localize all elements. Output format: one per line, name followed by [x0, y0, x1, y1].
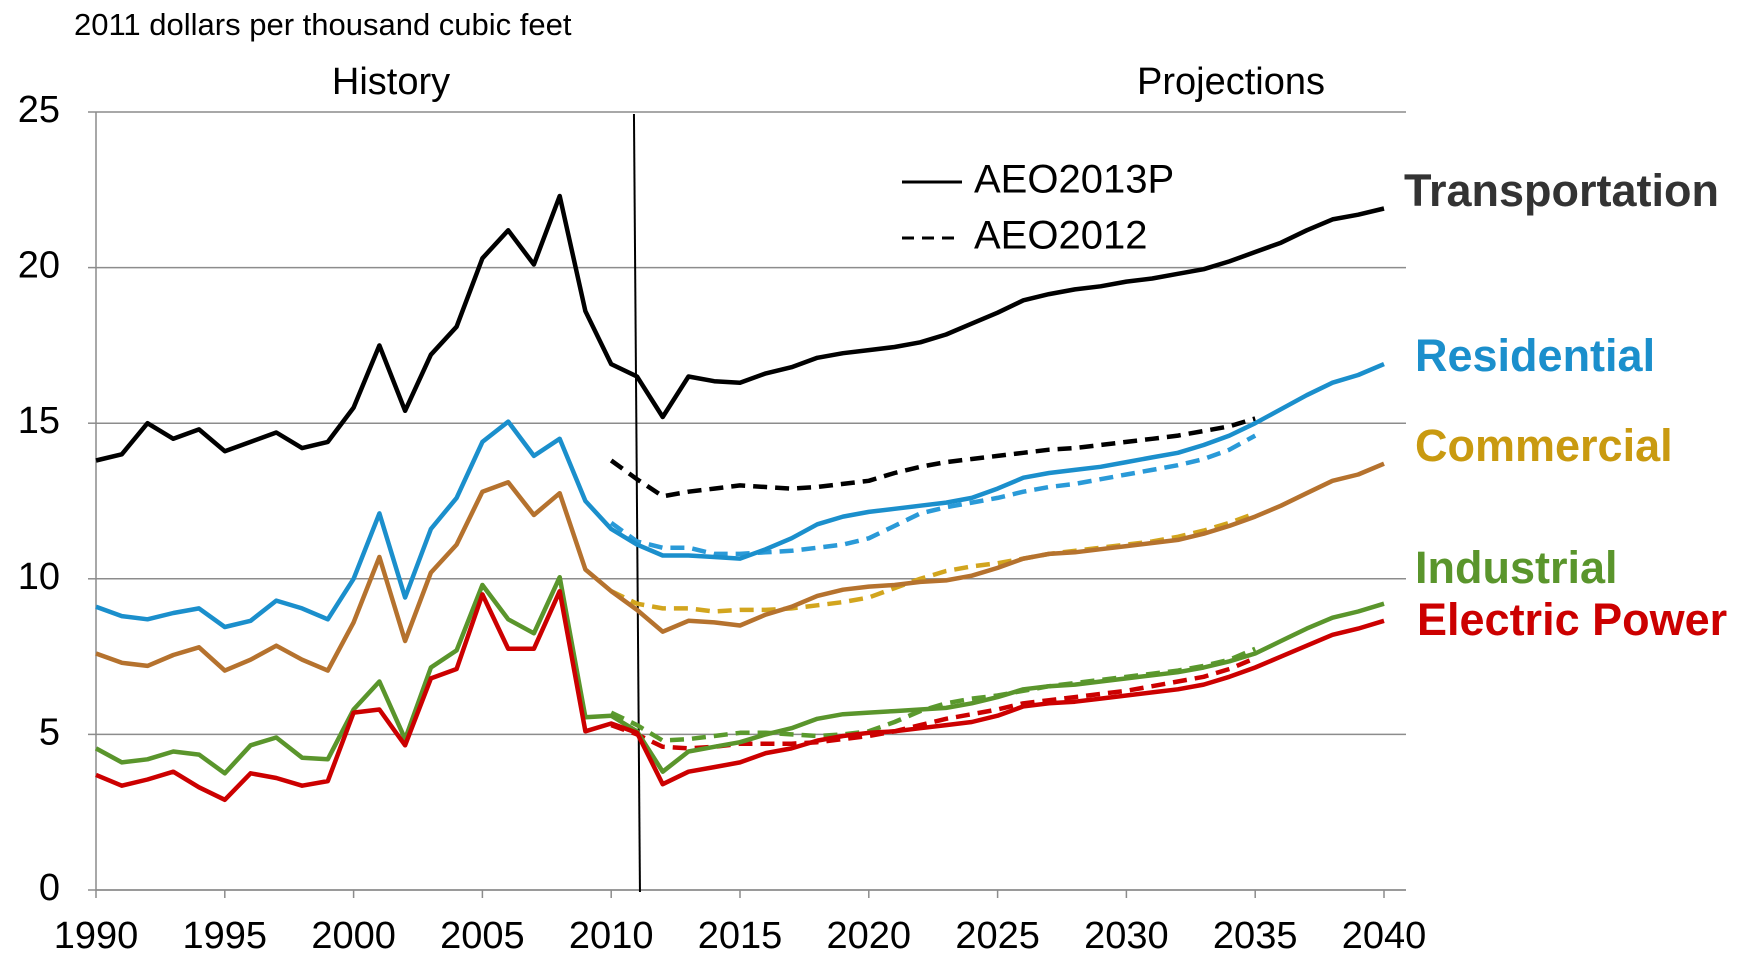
aeo2012-line [610, 511, 1256, 614]
history-label: History [332, 61, 450, 103]
aeo2013p-line [95, 193, 1385, 463]
legend-label: AEO2012 [974, 214, 1147, 258]
y-tick-label: 25 [18, 89, 60, 131]
aeo2013p-line [95, 362, 1385, 630]
x-tick-label: 1995 [183, 915, 268, 957]
series-label: Industrial [1415, 542, 1618, 593]
x-tick-label: 2020 [827, 915, 912, 957]
aeo2013p-line [95, 588, 1385, 803]
y-tick-label: 10 [18, 556, 60, 598]
x-tick-label: 2025 [955, 915, 1040, 957]
y-axis-label: 2011 dollars per thousand cubic feet [74, 7, 572, 42]
x-tick-label: 1990 [54, 915, 139, 957]
y-tick-label: 5 [39, 711, 60, 753]
aeo2012-line [609, 416, 1256, 499]
aeo2013p-line [95, 461, 1385, 673]
x-tick-label: 2005 [440, 915, 525, 957]
series-label: Residential [1415, 330, 1655, 381]
aeo2013p-line [94, 574, 1385, 776]
y-tick-label: 0 [39, 867, 60, 909]
y-tick-label: 20 [18, 245, 60, 287]
x-tick-label: 2030 [1084, 915, 1169, 957]
x-tick-label: 2040 [1342, 915, 1427, 957]
y-tick-label: 15 [18, 400, 60, 442]
x-tick-label: 2015 [698, 915, 783, 957]
series-label: Commercial [1415, 420, 1673, 471]
history-divider [632, 113, 641, 893]
series-label: Transportation [1404, 165, 1719, 216]
x-tick-label: 2035 [1213, 915, 1298, 957]
aeo2012-line [609, 433, 1257, 557]
x-tick-label: 2000 [311, 915, 396, 957]
projections-label: Projections [1137, 61, 1325, 103]
legend-label: AEO2013P [974, 158, 1174, 202]
series-label: Electric Power [1417, 594, 1727, 645]
x-tick-label: 2010 [569, 915, 654, 957]
